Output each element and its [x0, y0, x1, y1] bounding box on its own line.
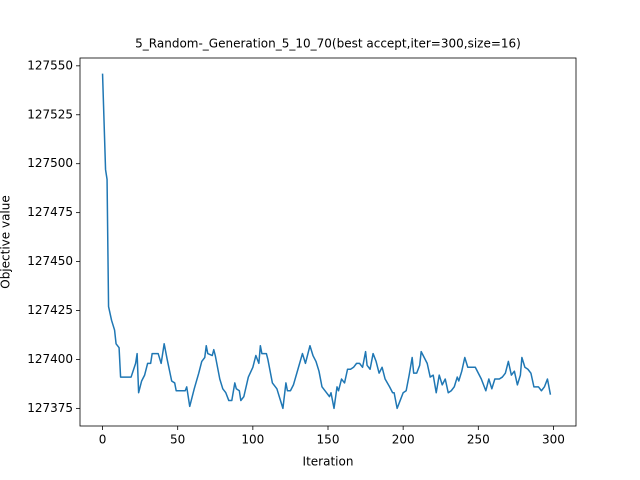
y-tick-label: 127525	[27, 107, 73, 121]
plot-frame	[79, 57, 577, 427]
y-tick-label: 127375	[27, 401, 73, 415]
y-axis-label: Objective value	[0, 195, 13, 289]
x-tick-label: 200	[392, 433, 415, 447]
y-tick-label: 127550	[27, 58, 73, 72]
x-tick-label: 150	[317, 433, 340, 447]
y-tick-label: 127500	[27, 156, 73, 170]
x-axis-label: Iteration	[303, 455, 354, 469]
x-tick-label: 300	[542, 433, 565, 447]
x-tick-label: 100	[241, 433, 264, 447]
x-tick-label: 250	[467, 433, 490, 447]
y-tick-label: 127450	[27, 254, 73, 268]
y-tick-label: 127475	[27, 205, 73, 219]
y-tick-label: 127425	[27, 303, 73, 317]
line-series	[101, 73, 552, 410]
x-tick-label: 0	[99, 433, 107, 447]
x-tick-label: 50	[170, 433, 185, 447]
y-tick-label: 127400	[27, 352, 73, 366]
chart-title: 5_Random-_Generation_5_10_70(best accept…	[135, 37, 521, 51]
